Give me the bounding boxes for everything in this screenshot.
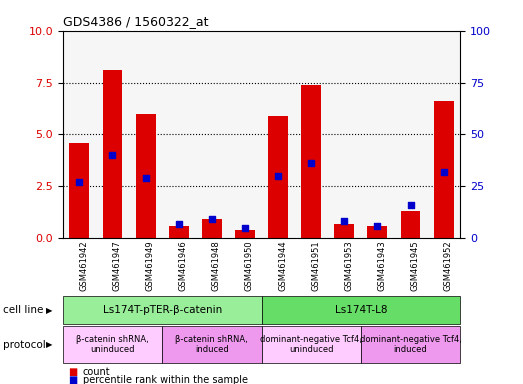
Text: GSM461946: GSM461946 [179,240,188,291]
Text: protocol: protocol [3,339,46,350]
Text: GSM461945: GSM461945 [411,240,419,291]
Text: GSM461949: GSM461949 [145,240,155,291]
Text: ▶: ▶ [46,306,52,314]
Point [406,202,415,208]
Text: Ls174T-L8: Ls174T-L8 [335,305,387,315]
Bar [361,31,394,238]
Bar [262,31,294,238]
Text: ▶: ▶ [46,340,52,349]
Point [108,152,117,158]
Bar [70,143,89,238]
Text: β-catenin shRNA,
uninduced: β-catenin shRNA, uninduced [76,335,149,354]
Bar [103,70,122,238]
Text: GSM461948: GSM461948 [212,240,221,291]
Text: GSM461943: GSM461943 [378,240,386,291]
Point [175,220,183,227]
Text: ■: ■ [68,367,77,377]
Text: Ls174T-pTER-β-catenin: Ls174T-pTER-β-catenin [103,305,222,315]
Text: GSM461952: GSM461952 [444,240,453,291]
Point [373,223,382,229]
Bar [129,31,162,238]
Text: β-catenin shRNA,
induced: β-catenin shRNA, induced [175,335,248,354]
Point [141,175,150,181]
Text: dominant-negative Tcf4,
uninduced: dominant-negative Tcf4, uninduced [260,335,362,354]
Bar [96,31,129,238]
Text: GSM461947: GSM461947 [112,240,121,291]
Bar [162,31,195,238]
Bar [195,31,229,238]
Bar [235,230,255,238]
Text: count: count [83,367,110,377]
Bar [434,101,453,238]
Point [208,216,216,222]
Text: ■: ■ [68,375,77,384]
Text: GSM461950: GSM461950 [245,240,254,291]
Point [307,161,315,167]
Point [340,218,348,225]
Bar [135,114,155,238]
Bar [202,219,222,238]
Bar [268,116,288,238]
Point [274,173,282,179]
Text: cell line: cell line [3,305,43,315]
Text: GSM461942: GSM461942 [79,240,88,291]
Bar [401,211,420,238]
Bar [169,226,189,238]
Bar [229,31,262,238]
Text: percentile rank within the sample: percentile rank within the sample [83,375,247,384]
Point [241,225,249,231]
Bar [427,31,460,238]
Text: GDS4386 / 1560322_at: GDS4386 / 1560322_at [63,15,208,28]
Text: dominant-negative Tcf4,
induced: dominant-negative Tcf4, induced [360,335,461,354]
Text: GSM461944: GSM461944 [278,240,287,291]
Bar [328,31,361,238]
Bar [394,31,427,238]
Bar [368,226,388,238]
Bar [63,31,96,238]
Bar [334,223,354,238]
Bar [294,31,328,238]
Text: GSM461953: GSM461953 [344,240,354,291]
Point [439,169,448,175]
Text: GSM461951: GSM461951 [311,240,320,291]
Bar [301,84,321,238]
Point [75,179,84,185]
